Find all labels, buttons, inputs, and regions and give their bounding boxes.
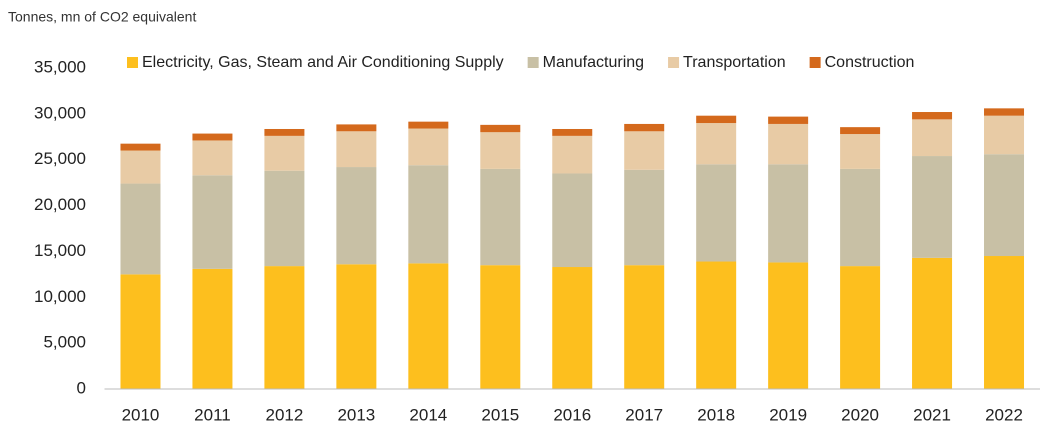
bar-segment (336, 124, 377, 132)
bar-segment (264, 266, 305, 389)
y-tick-label: 20,000 (34, 195, 86, 214)
bar-segment (624, 265, 665, 389)
legend-swatch (809, 57, 821, 68)
bar-segment (336, 167, 377, 265)
bar-segment (912, 156, 953, 258)
bar-segment (696, 261, 737, 389)
bar-segment (408, 128, 449, 166)
bar-segment (480, 265, 521, 389)
bar-segment (192, 268, 233, 389)
bar-segment (264, 170, 305, 267)
y-tick-label: 5,000 (43, 333, 86, 352)
y-tick-label: 25,000 (34, 149, 86, 168)
bar-segment (624, 131, 665, 170)
x-tick-label: 2017 (625, 405, 663, 424)
bar-segment (552, 128, 593, 136)
bar-segment (984, 115, 1025, 155)
bar-segment (120, 183, 161, 275)
legend-label: Manufacturing (543, 54, 644, 71)
bar-segment (480, 168, 521, 266)
bar-segment (840, 127, 881, 135)
y-tick-label: 35,000 (34, 57, 86, 76)
x-tick-label: 2021 (913, 405, 951, 424)
legend-label: Electricity, Gas, Steam and Air Conditio… (142, 54, 504, 71)
bar-segment (408, 121, 449, 129)
y-tick-label: 30,000 (34, 103, 86, 122)
bar-segment (768, 262, 809, 389)
bar-segment (552, 267, 593, 389)
bar-segment (552, 173, 593, 268)
legend-label: Construction (825, 54, 915, 71)
bar-segment (768, 123, 809, 165)
bar-segment (336, 131, 377, 168)
bar-segment (552, 135, 593, 174)
x-tick-label: 2018 (697, 405, 735, 424)
bar-segment (984, 108, 1025, 116)
bar-segment (192, 133, 233, 141)
bar-segment (912, 119, 953, 157)
x-tick-label: 2022 (985, 405, 1023, 424)
x-tick-label: 2020 (841, 405, 879, 424)
bar-segment (480, 132, 521, 169)
bar-segment (840, 134, 881, 169)
x-tick-label: 2016 (553, 405, 591, 424)
legend-swatch (127, 57, 138, 68)
bar-segment (696, 123, 737, 165)
bar-segment (696, 115, 737, 124)
x-tick-label: 2014 (409, 405, 447, 424)
legend-swatch (668, 57, 680, 68)
bar-segment (408, 263, 449, 389)
bar-segment (192, 175, 233, 269)
bar-segment (624, 123, 665, 132)
bar-segment (264, 128, 305, 136)
x-tick-label: 2010 (122, 405, 160, 424)
bar-segment (768, 164, 809, 263)
bar-segment (120, 143, 161, 151)
chart-title: Tonnes, mn of CO2 equivalent (8, 9, 196, 25)
bar-segment (912, 257, 953, 389)
legend-label: Transportation (683, 54, 786, 71)
bar-segment (696, 164, 737, 262)
bar-segment (840, 168, 881, 267)
x-tick-label: 2011 (194, 405, 231, 424)
bar-segment (408, 165, 449, 264)
bar-segment (624, 169, 665, 266)
bar-segment (264, 135, 305, 171)
bar-segment (480, 124, 521, 133)
x-tick-label: 2019 (769, 405, 807, 424)
bar-segment (120, 150, 161, 184)
y-tick-label: 10,000 (34, 287, 86, 306)
bar-segment (768, 116, 809, 124)
y-tick-label: 15,000 (34, 241, 86, 260)
x-tick-label: 2013 (337, 405, 375, 424)
bar-segment (120, 274, 161, 389)
x-tick-label: 2012 (265, 405, 303, 424)
bar-segment (840, 266, 881, 389)
x-tick-label: 2015 (481, 405, 519, 424)
bar-segment (984, 256, 1025, 389)
y-tick-label: 0 (77, 378, 86, 397)
bar-segment (912, 112, 953, 120)
bar-segment (192, 140, 233, 176)
legend-swatch (527, 57, 539, 68)
bar-segment (984, 154, 1025, 257)
bar-segment (336, 264, 377, 389)
